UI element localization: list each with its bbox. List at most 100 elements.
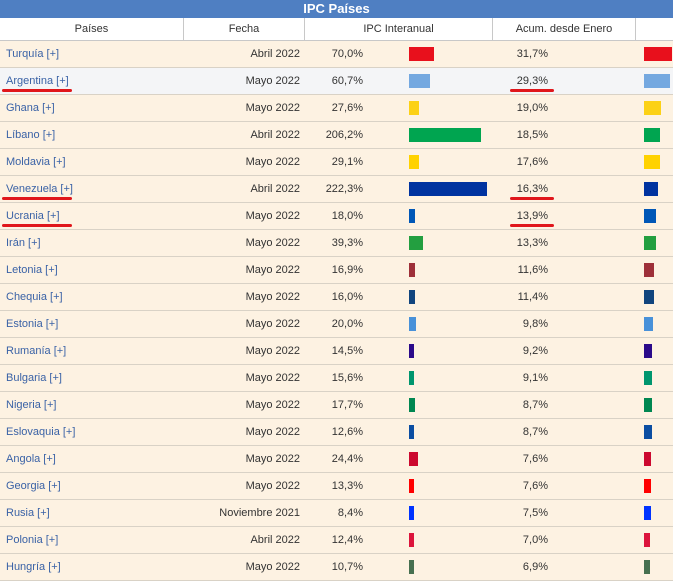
table-row: Nigeria [+] Mayo 2022 17,7% 8,7%: [0, 392, 673, 419]
acum-bar: [644, 425, 652, 439]
highlight-underline: [510, 197, 554, 200]
ipc-bar: [409, 479, 414, 493]
date-cell: Mayo 2022: [245, 480, 300, 492]
country-link[interactable]: Argentina [+]: [6, 75, 69, 87]
column-header-acum-bar: [636, 18, 673, 40]
acum-bar: [644, 263, 654, 277]
ipc-bar: [409, 209, 415, 223]
ipc-bar: [409, 290, 415, 304]
highlight-underline: [2, 224, 72, 227]
date-cell: Mayo 2022: [245, 264, 300, 276]
table-row: Angola [+] Mayo 2022 24,4% 7,6%: [0, 446, 673, 473]
date-cell: Noviembre 2021: [219, 507, 300, 519]
table-row: Rumanía [+] Mayo 2022 14,5% 9,2%: [0, 338, 673, 365]
acum-bar: [644, 344, 652, 358]
country-link[interactable]: Letonia [+]: [6, 264, 58, 276]
ipc-bar: [409, 398, 415, 412]
acum-bar: [644, 506, 651, 520]
table-row: Chequia [+] Mayo 2022 16,0% 11,4%: [0, 284, 673, 311]
acum-value: 17,6%: [516, 156, 548, 168]
country-link[interactable]: Chequia [+]: [6, 291, 63, 303]
date-cell: Mayo 2022: [245, 318, 300, 330]
acum-bar: [644, 479, 651, 493]
date-cell: Mayo 2022: [245, 291, 300, 303]
ipc-value: 70,0%: [331, 48, 363, 60]
ipc-bar: [409, 155, 419, 169]
country-link[interactable]: Polonia [+]: [6, 534, 59, 546]
column-header-acum[interactable]: Acum. desde Enero: [493, 18, 636, 40]
acum-bar: [644, 155, 660, 169]
column-header-fecha[interactable]: Fecha: [184, 18, 305, 40]
country-link[interactable]: Georgia [+]: [6, 480, 61, 492]
table-row: Venezuela [+] Abril 2022 222,3% 16,3%: [0, 176, 673, 203]
acum-value: 7,6%: [522, 453, 548, 465]
country-link[interactable]: Venezuela [+]: [6, 183, 73, 195]
country-link[interactable]: Ucrania [+]: [6, 210, 60, 222]
ipc-value: 29,1%: [331, 156, 363, 168]
acum-value: 13,9%: [516, 210, 548, 222]
ipc-value: 17,7%: [331, 399, 363, 411]
acum-value: 11,4%: [517, 291, 548, 303]
acum-value: 6,9%: [522, 561, 548, 573]
table-row: Moldavia [+] Mayo 2022 29,1% 17,6%: [0, 149, 673, 176]
acum-bar: [644, 47, 672, 61]
table-title: IPC Países: [0, 0, 673, 18]
date-cell: Mayo 2022: [245, 426, 300, 438]
table-row: Turquía [+] Abril 2022 70,0% 31,7%: [0, 41, 673, 68]
country-link[interactable]: Rumanía [+]: [6, 345, 67, 357]
date-cell: Mayo 2022: [245, 453, 300, 465]
date-cell: Mayo 2022: [245, 102, 300, 114]
ipc-bar: [409, 101, 419, 115]
country-link[interactable]: Bulgaria [+]: [6, 372, 62, 384]
acum-value: 11,6%: [517, 264, 548, 276]
date-cell: Mayo 2022: [245, 237, 300, 249]
acum-value: 7,5%: [522, 507, 548, 519]
table-row: Ucrania [+] Mayo 2022 18,0% 13,9%: [0, 203, 673, 230]
country-link[interactable]: Angola [+]: [6, 453, 56, 465]
country-link[interactable]: Turquía [+]: [6, 48, 60, 60]
acum-bar: [644, 533, 650, 547]
acum-bar: [644, 182, 658, 196]
date-cell: Mayo 2022: [245, 210, 300, 222]
table-row: Líbano [+] Abril 2022 206,2% 18,5%: [0, 122, 673, 149]
country-link[interactable]: Líbano [+]: [6, 129, 56, 141]
column-header-paises[interactable]: Países: [0, 18, 184, 40]
country-link[interactable]: Estonia [+]: [6, 318, 59, 330]
ipc-bar: [409, 236, 423, 250]
ipc-bar: [409, 128, 481, 142]
date-cell: Abril 2022: [250, 129, 300, 141]
country-link[interactable]: Rusia [+]: [6, 507, 50, 519]
table-row: Irán [+] Mayo 2022 39,3% 13,3%: [0, 230, 673, 257]
acum-bar: [644, 101, 661, 115]
ipc-value: 12,6%: [331, 426, 363, 438]
ipc-bar: [409, 182, 487, 196]
acum-value: 16,3%: [516, 183, 548, 195]
country-link[interactable]: Moldavia [+]: [6, 156, 66, 168]
table-row: Rusia [+] Noviembre 2021 8,4% 7,5%: [0, 500, 673, 527]
acum-value: 9,1%: [522, 372, 548, 384]
column-header-ipc[interactable]: IPC Interanual: [305, 18, 493, 40]
table-row: Ghana [+] Mayo 2022 27,6% 19,0%: [0, 95, 673, 122]
highlight-underline: [510, 89, 554, 92]
table-row: Eslovaquia [+] Mayo 2022 12,6% 8,7%: [0, 419, 673, 446]
ipc-value: 12,4%: [331, 534, 363, 546]
table-row: Letonia [+] Mayo 2022 16,9% 11,6%: [0, 257, 673, 284]
acum-bar: [644, 452, 651, 466]
country-link[interactable]: Ghana [+]: [6, 102, 55, 114]
country-link[interactable]: Nigeria [+]: [6, 399, 57, 411]
acum-bar: [644, 74, 670, 88]
date-cell: Mayo 2022: [245, 561, 300, 573]
country-link[interactable]: Irán [+]: [6, 237, 41, 249]
ipc-bar: [409, 74, 430, 88]
ipc-bar: [409, 533, 414, 547]
acum-value: 8,7%: [522, 399, 548, 411]
highlight-underline: [2, 197, 72, 200]
table-header: Países Fecha IPC Interanual Acum. desde …: [0, 18, 673, 41]
acum-bar: [644, 128, 660, 142]
country-link[interactable]: Hungría [+]: [6, 561, 61, 573]
ipc-bar: [409, 371, 414, 385]
highlight-underline: [510, 224, 554, 227]
acum-value: 31,7%: [516, 48, 548, 60]
ipc-bar: [409, 452, 418, 466]
country-link[interactable]: Eslovaquia [+]: [6, 426, 76, 438]
